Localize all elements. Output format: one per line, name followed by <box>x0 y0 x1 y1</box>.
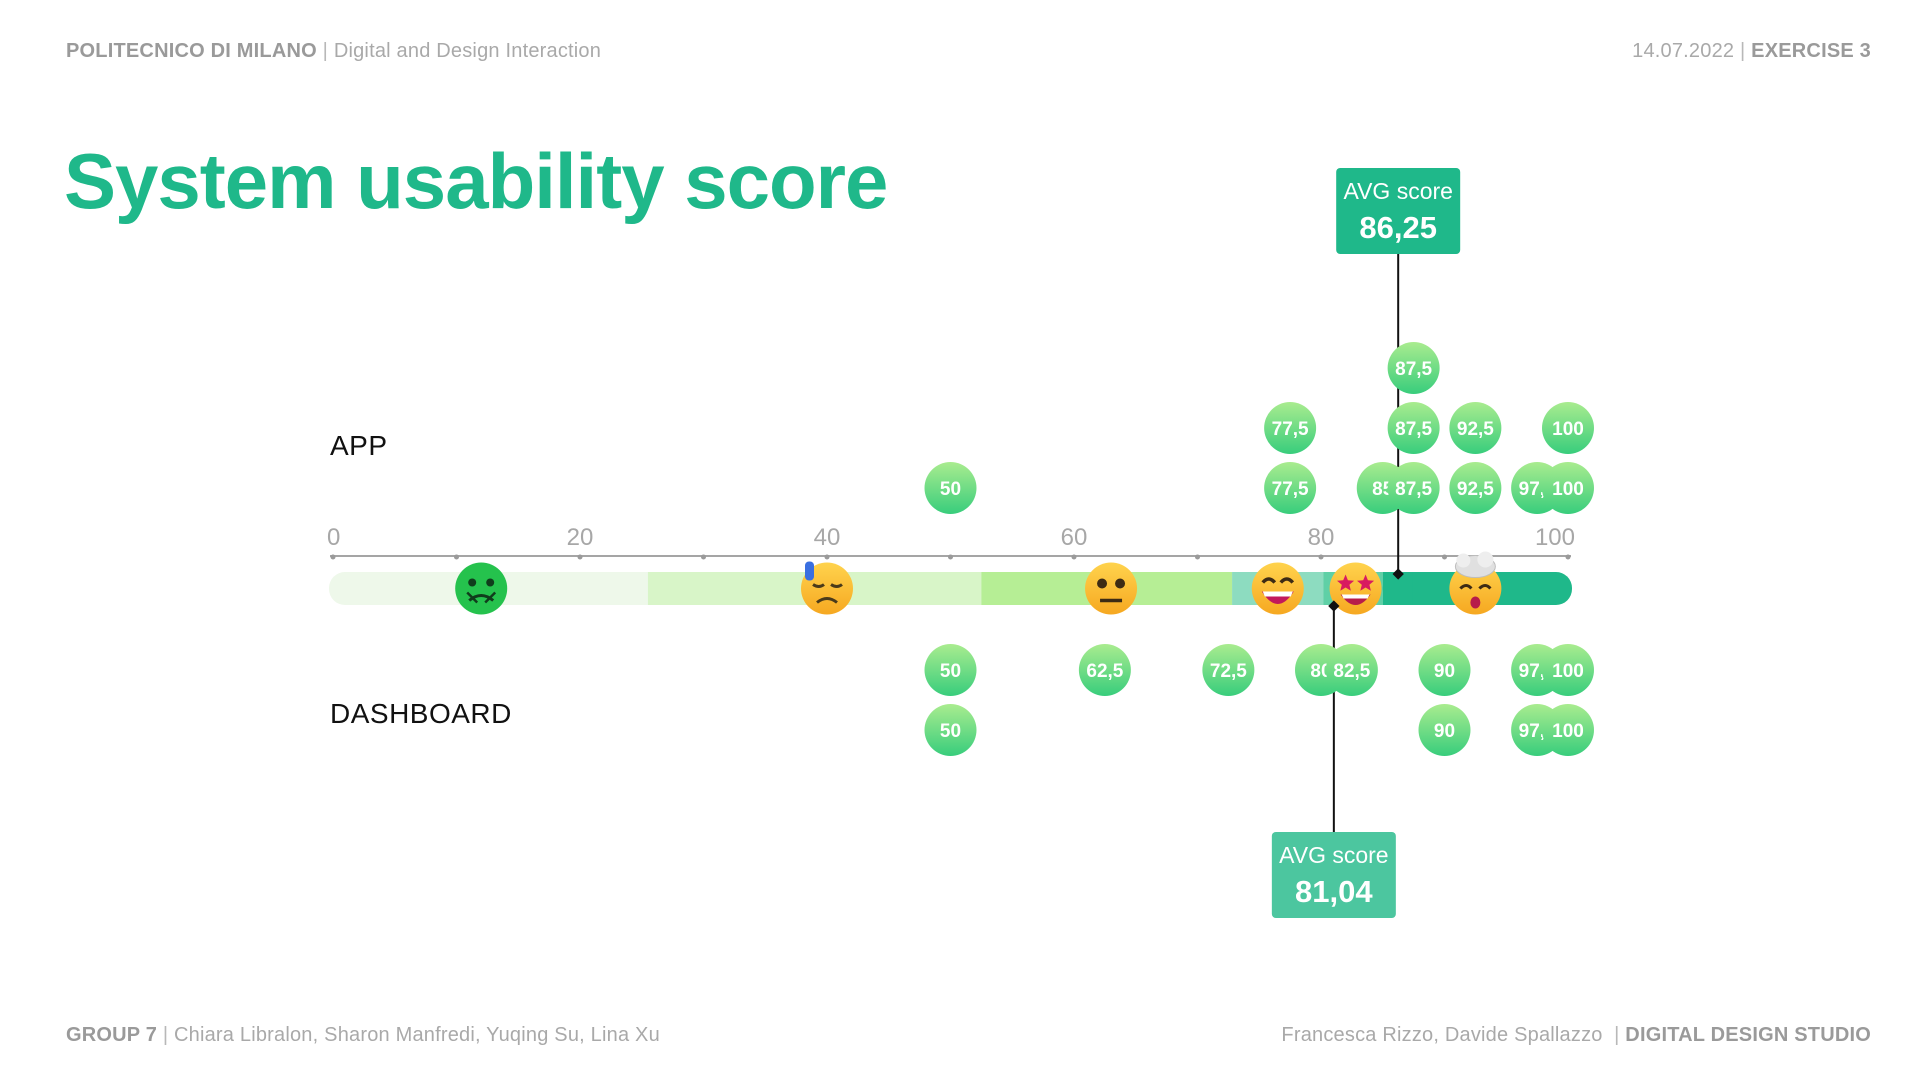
bubble-label: 100 <box>1552 419 1584 440</box>
series-label-dashboard: DASHBOARD <box>330 698 512 729</box>
score-bubble-app: 92,5 <box>1449 462 1502 514</box>
avg-title: AVG score <box>1343 178 1453 204</box>
series-label-app: APP <box>330 430 388 461</box>
bubble-label: 100 <box>1552 661 1584 682</box>
score-bubble-dashboard: 72,5 <box>1202 644 1255 696</box>
score-bubble-dashboard: 100 <box>1542 644 1594 696</box>
score-bubble-dashboard: 50 <box>924 644 977 696</box>
nauseated-face-icon <box>455 562 508 615</box>
axis-tick-0 <box>330 554 336 560</box>
score-bubble-dashboard: 62,5 <box>1078 644 1131 696</box>
axis-tick-100 <box>1565 554 1571 560</box>
emoji-markers <box>455 551 1502 615</box>
score-bubble-app: 92,5 <box>1449 402 1502 454</box>
bubble-label: 92,5 <box>1457 419 1494 440</box>
group-members: Chiara Libralon, Sharon Manfredi, Yuqing… <box>174 1024 660 1046</box>
bubble-label: 87,5 <box>1395 419 1432 440</box>
score-bubble-app: 87,5 <box>1387 402 1440 454</box>
axis-tick-90 <box>1442 554 1447 560</box>
bubble-label: 72,5 <box>1210 661 1247 682</box>
bubble-label: 92,5 <box>1457 479 1494 500</box>
score-bubble-app: 87,5 <box>1387 342 1440 394</box>
tick-label: 0 <box>327 524 340 551</box>
score-axis: 0 20 40 60 80 100 <box>327 524 1575 560</box>
bubble-label: 87,5 <box>1395 359 1432 380</box>
score-bubble-dashboard: 50 <box>924 704 977 756</box>
avg-box-app: AVG score 86,25 <box>1336 168 1461 254</box>
bubble-label: 62,5 <box>1086 661 1123 682</box>
tick-label: 20 <box>567 524 594 551</box>
tick-label: 100 <box>1535 524 1575 551</box>
neutral-face-icon <box>1085 562 1138 615</box>
tick-label: 40 <box>814 524 841 551</box>
score-bubble-app: 100 <box>1542 402 1594 454</box>
star-struck-face-icon <box>1329 562 1382 615</box>
avg-lines <box>1328 254 1404 832</box>
score-bubble-dashboard: 100 <box>1542 704 1594 756</box>
avg-boxes: AVG score 86,25 AVG score 81,04 <box>1271 168 1461 918</box>
score-bubbles: 50 77,577,585 87,587,587,592,592,597,51001… <box>924 342 1594 756</box>
score-bubble-app: 77,5 <box>1264 402 1317 454</box>
bubble-label: 77,5 <box>1272 419 1309 440</box>
score-bubble-app: 100 <box>1542 462 1594 514</box>
scale-bands <box>329 572 1572 605</box>
org-name: POLITECNICO DI MILANO <box>66 40 317 62</box>
footer-separator-2: | <box>1608 1024 1620 1046</box>
axis-tick-40 <box>824 554 830 560</box>
score-bubble-app: 50 <box>924 462 977 514</box>
axis-tick-10 <box>454 554 459 560</box>
bubble-label: 90 <box>1434 721 1455 742</box>
tick-label: 60 <box>1061 524 1088 551</box>
axis-tick-60 <box>1071 554 1077 560</box>
bubble-label: 50 <box>940 721 961 742</box>
avg-title: AVG score <box>1279 842 1389 868</box>
header-separator: | <box>322 40 329 62</box>
axis-tick-50 <box>948 554 953 560</box>
bubble-label: 100 <box>1552 721 1584 742</box>
header-separator-2: | <box>1740 40 1746 62</box>
axis-tick-20 <box>577 554 583 560</box>
footer-separator: | <box>162 1024 169 1046</box>
score-bubble-app: 87,5 <box>1387 462 1440 514</box>
grinning-face-icon <box>1251 562 1304 615</box>
header-date: 14.07.2022 <box>1632 40 1735 62</box>
bubble-label: 50 <box>940 479 961 500</box>
tick-label: 80 <box>1308 524 1335 551</box>
footer-left: GROUP 7 | Chiara Libralon, Sharon Manfre… <box>66 1024 660 1047</box>
downcast-sweat-face-icon <box>801 561 853 615</box>
exploding-head-icon <box>1449 551 1502 615</box>
score-bubble-dashboard: 90 <box>1418 704 1471 756</box>
score-bubble-dashboard: 82,5 <box>1325 644 1378 696</box>
teachers: Francesca Rizzo, Davide Spallazzo <box>1281 1024 1603 1046</box>
bubble-label: 82,5 <box>1333 661 1370 682</box>
avg-value: 81,04 <box>1295 874 1373 909</box>
header-left: POLITECNICO DI MILANO | Digital and Desi… <box>66 40 601 63</box>
course-name: Digital and Design Interaction <box>333 40 602 62</box>
bubble-label: 87,5 <box>1395 479 1432 500</box>
header-right: 14.07.2022 | EXERCISE 3 <box>1632 40 1871 63</box>
bubble-label: 100 <box>1552 479 1584 500</box>
page-title: System usability score <box>64 137 888 225</box>
exercise-label: EXERCISE 3 <box>1751 40 1871 62</box>
avg-box-dashboard: AVG score 81,04 <box>1271 832 1396 918</box>
avg-value: 86,25 <box>1359 210 1437 245</box>
studio-name: DIGITAL DESIGN STUDIO <box>1625 1024 1871 1046</box>
axis-tick-80 <box>1318 554 1324 560</box>
bubble-label: 90 <box>1434 661 1455 682</box>
score-bubble-dashboard: 90 <box>1418 644 1471 696</box>
axis-tick-30 <box>701 554 706 560</box>
bubble-label: 77,5 <box>1272 479 1309 500</box>
bubble-label: 50 <box>940 661 961 682</box>
group-label: GROUP 7 <box>66 1024 158 1046</box>
axis-tick-70 <box>1195 554 1200 560</box>
footer-right: Francesca Rizzo, Davide Spallazzo | DIGI… <box>1281 1024 1871 1047</box>
score-bubble-app: 77,5 <box>1264 462 1317 514</box>
